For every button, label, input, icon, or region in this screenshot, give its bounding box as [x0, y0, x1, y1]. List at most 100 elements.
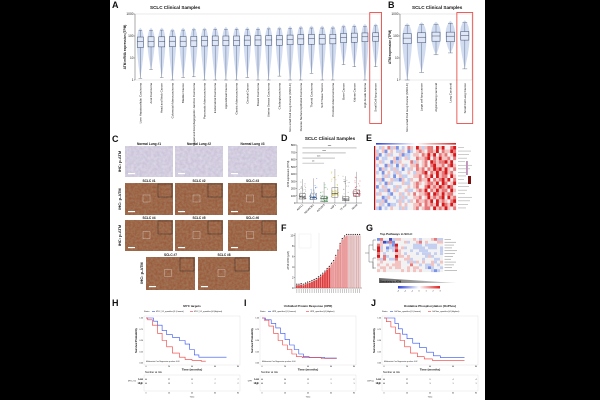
heatmap-cell [389, 255, 393, 258]
heatmap-cell [376, 202, 379, 207]
data-point [316, 186, 318, 188]
heatmap-cell [376, 181, 379, 186]
heatmap-cell [393, 178, 397, 182]
plot-frame [381, 315, 479, 366]
heatmap-cell [398, 257, 402, 261]
ihc-texture [198, 257, 250, 290]
scale-bar [128, 211, 135, 213]
heatmap-cell [418, 206, 422, 211]
heatmap-cell [450, 195, 454, 200]
heatmap-cell [427, 195, 431, 200]
heatmap-cell [422, 257, 426, 261]
box [431, 31, 441, 42]
category-label: Colorectal Adenocarcinoma [170, 83, 174, 119]
heatmap-cell [410, 257, 414, 261]
heatmap-cell [433, 156, 437, 161]
heatmap-cell [438, 156, 442, 161]
category-label: Ovarian Surface Epithelial Carcinoma [299, 83, 303, 132]
heatmap-cell [401, 146, 405, 150]
panel-label-g: G [366, 223, 373, 233]
heatmap-cell [450, 170, 454, 175]
panel-e-heatmap [374, 143, 472, 211]
box [254, 35, 262, 46]
data-point [310, 188, 312, 190]
data-point [344, 183, 346, 185]
heatmap-cell [377, 249, 381, 253]
heatmap-cell [407, 266, 411, 270]
heatmap-cell [390, 199, 394, 203]
category-label: TF-null [339, 203, 348, 212]
data-point [302, 197, 304, 198]
bar-dot [359, 233, 361, 236]
heatmap-cell [430, 149, 434, 154]
heatmap-cell [380, 238, 384, 241]
heatmap-cell [430, 156, 434, 161]
risk-count: 8 [307, 383, 308, 385]
panel-label-d: D [281, 133, 288, 143]
heatmap-cell [441, 206, 445, 211]
heatmap-cell [404, 246, 408, 250]
heatmap-cell [441, 202, 445, 207]
category-label: ASCL1 [295, 202, 304, 211]
heatmap-cell [447, 174, 451, 179]
heatmap-cell [421, 167, 425, 171]
heatmap-cell [418, 181, 422, 186]
heatmap-cell [384, 170, 388, 175]
heatmap-cell [444, 199, 448, 203]
heatmap-cell [447, 163, 451, 168]
heatmap-cell [450, 188, 454, 193]
heatmap-cell [440, 260, 444, 264]
heatmap-cell [436, 149, 439, 154]
heatmap-cell [438, 199, 442, 203]
heatmap-cell [436, 178, 439, 182]
heatmap-cell [450, 149, 454, 154]
heatmap-cell [396, 156, 399, 161]
data-point [348, 181, 350, 183]
ihc-image [228, 146, 277, 177]
heatmap-cell [396, 160, 399, 164]
colorbar-tick-label: 1 [425, 291, 427, 293]
heatmap-cell [398, 181, 402, 186]
heatmap-cell [378, 195, 382, 200]
heatmap-cell [430, 195, 434, 200]
heatmap-cell [376, 185, 379, 189]
panel-label-j: J [371, 298, 376, 308]
data-point [305, 190, 307, 192]
bar-dot [315, 277, 317, 280]
data-point [314, 185, 316, 187]
heatmap-cell [416, 240, 420, 244]
y-tick-label: 0.25 [139, 351, 143, 353]
heatmap-cell [436, 188, 439, 193]
colorbar-tick-label: 2 [432, 291, 434, 293]
heatmap-cell [413, 240, 417, 244]
bar-dot [300, 283, 302, 285]
data-point [356, 191, 358, 193]
bar [302, 285, 305, 289]
heatmap-cell [438, 160, 442, 164]
data-point [358, 183, 360, 185]
heatmap-cell [444, 206, 448, 211]
risk-x-tick-label: 60 [214, 393, 216, 395]
heatmap-cell [410, 156, 414, 161]
y-tick-label: 1000 [126, 12, 133, 16]
heatmap-cell [416, 153, 419, 157]
inset-box [207, 220, 223, 235]
category-label: Bone Cancer [342, 83, 346, 100]
data-point [331, 172, 332, 174]
heatmap-cell [404, 202, 408, 207]
category-label: Liver Hepatocellular Carcinoma [138, 83, 142, 124]
heatmap-cell [424, 156, 428, 161]
x-tick-label: 20 [284, 366, 286, 368]
heatmap-cell [398, 269, 402, 273]
data-point [315, 195, 317, 197]
ihc-row-label: IHC: p-ATM [117, 150, 122, 172]
heatmap-cell [453, 206, 457, 211]
panel-label-e: E [366, 133, 372, 143]
heatmap-cell [384, 146, 388, 150]
heatmap-cell [437, 246, 441, 250]
box-plot-2 [158, 27, 166, 78]
data-point [316, 197, 318, 199]
data-point [359, 194, 361, 196]
heatmap-cell [453, 192, 457, 196]
heatmap-cell [381, 185, 385, 189]
